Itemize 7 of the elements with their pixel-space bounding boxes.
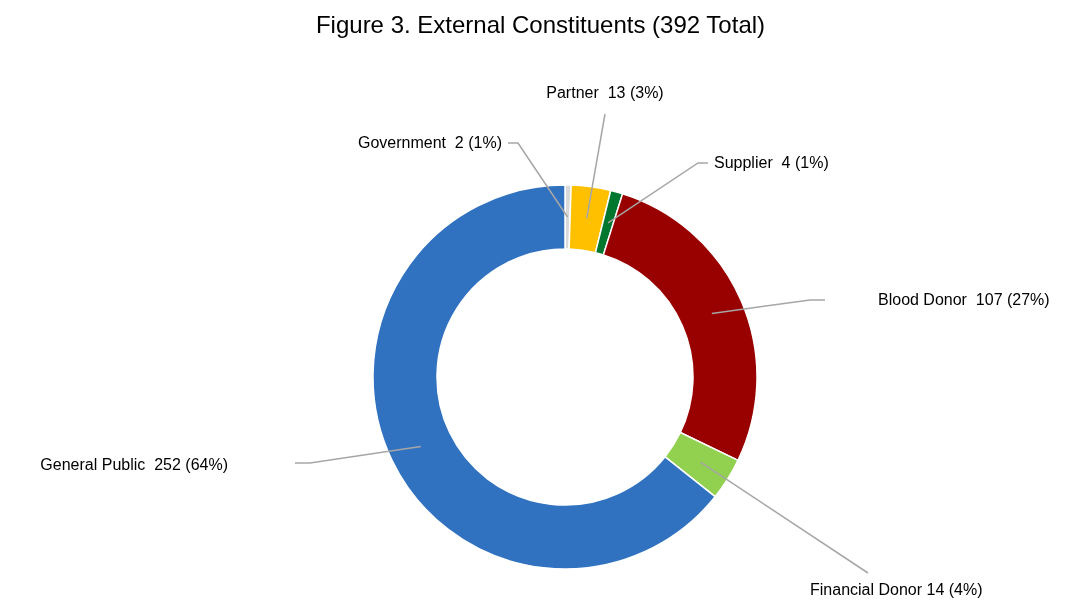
chart-title: Figure 3. External Constituents (392 Total) [314,10,767,40]
slice-label: Partner 13 (3%) [546,84,664,101]
slice-label: Blood Donor 107 (27%) [878,291,1050,308]
slice-label: Financial Donor 14 (4%) [810,581,983,598]
slice-label: Government 2 (1%) [357,134,502,151]
slice-label: General Public 252 (64%) [40,456,228,473]
slice-label: Supplier 4 (1%) [714,154,829,171]
